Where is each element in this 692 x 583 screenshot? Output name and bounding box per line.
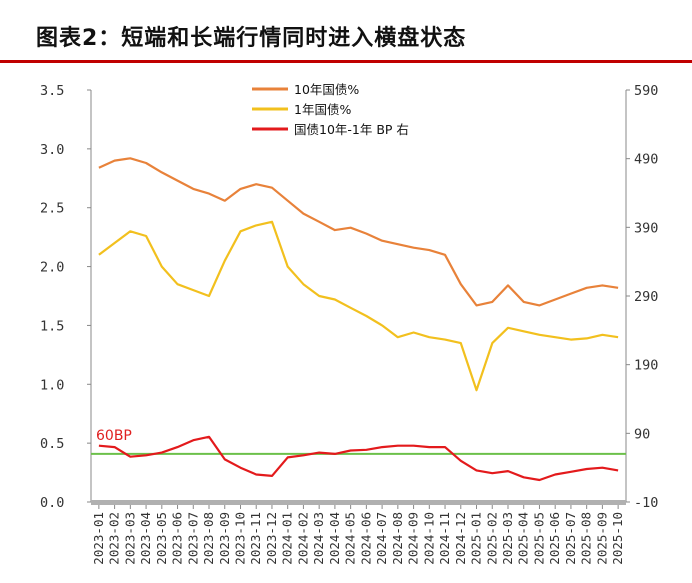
x-tick-label: 2023-11 xyxy=(248,512,263,565)
left-tick-label: 2.5 xyxy=(40,201,64,217)
x-tick-label: 2023-06 xyxy=(170,512,185,565)
right-tick-label: 590 xyxy=(634,83,658,99)
x-tick-label: 2023-01 xyxy=(91,512,106,565)
x-tick-label: 2023-10 xyxy=(232,512,247,565)
right-tick-label: -10 xyxy=(634,495,658,511)
x-tick-label: 2023-09 xyxy=(217,512,232,565)
x-tick-label: 2024-10 xyxy=(421,512,436,565)
legend-label: 10年国债% xyxy=(294,82,359,97)
x-axis-band xyxy=(91,500,626,505)
series-spread-line xyxy=(98,435,619,482)
x-tick-label: 2023-03 xyxy=(122,512,137,565)
x-tick-label: 2025-06 xyxy=(547,512,562,565)
right-tick-label: 90 xyxy=(634,426,650,442)
right-tick-label: 290 xyxy=(634,289,658,305)
series-10y-line xyxy=(98,157,619,307)
legend: 10年国债% 1年国债% 国债10年-1年 BP 右 xyxy=(252,82,409,137)
axes-layer: 3.5 3.0 2.5 2.0 1.5 1.0 0.5 0.0 590 490 390 290 190 9… xyxy=(40,83,658,565)
x-tick-label: 2024-12 xyxy=(453,512,468,565)
left-tick-label: 3.0 xyxy=(40,142,64,158)
x-tick-label: 2023-07 xyxy=(185,512,200,565)
x-tick-label: 2025-04 xyxy=(516,512,531,565)
left-tick-label: 0.5 xyxy=(40,436,64,452)
legend-label: 国债10年-1年 BP 右 xyxy=(294,122,409,137)
x-tick-label: 2024-02 xyxy=(295,512,310,565)
reference-line-label: 60BP xyxy=(96,428,132,444)
x-tick-label: 2024-03 xyxy=(311,512,326,565)
left-tick-label: 0.0 xyxy=(40,495,64,511)
x-tick-label: 2025-07 xyxy=(563,512,578,565)
left-tick-label: 3.5 xyxy=(40,83,64,99)
left-tick-label: 2.0 xyxy=(40,260,64,276)
x-tick-label: 2025-05 xyxy=(531,512,546,565)
x-tick-label: 2024-07 xyxy=(374,512,389,565)
x-tick-label: 2024-08 xyxy=(390,512,405,565)
x-tick-label: 2025-08 xyxy=(579,512,594,565)
right-tick-label: 490 xyxy=(634,152,658,168)
x-tick-label: 2024-05 xyxy=(343,512,358,565)
x-tick-label: 2025-10 xyxy=(610,512,625,565)
series-1y-line xyxy=(98,220,619,392)
x-tick-label: 2024-09 xyxy=(406,512,421,565)
left-tick-label: 1.5 xyxy=(40,318,64,334)
title-rule xyxy=(0,60,692,63)
x-tick-label: 2025-02 xyxy=(484,512,499,565)
right-tick-label: 190 xyxy=(634,358,658,374)
x-tick-label: 2025-09 xyxy=(594,512,609,565)
x-tick-label: 2024-11 xyxy=(437,512,452,565)
chart-title: 图表2：短端和长端行情同时进入横盘状态 xyxy=(36,26,467,51)
x-tick-label: 2023-04 xyxy=(138,512,153,565)
legend-label: 1年国债% xyxy=(294,102,351,117)
x-tick-label: 2024-04 xyxy=(327,512,342,565)
x-tick-label: 2023-05 xyxy=(154,512,169,565)
x-tick-label: 2023-02 xyxy=(107,512,122,565)
title-bar: 图表2：短端和长端行情同时进入横盘状态 xyxy=(0,0,692,63)
x-tick-label: 2024-01 xyxy=(280,512,295,565)
series-layer: 60BP xyxy=(91,157,626,482)
x-tick-label: 2025-03 xyxy=(500,512,515,565)
right-tick-label: 390 xyxy=(634,220,658,236)
x-tick-label: 2024-06 xyxy=(358,512,373,565)
x-tick-label: 2023-12 xyxy=(264,512,279,565)
x-tick-label: 2023-08 xyxy=(201,512,216,565)
x-tick-label: 2025-01 xyxy=(469,512,484,565)
left-tick-label: 1.0 xyxy=(40,377,64,393)
